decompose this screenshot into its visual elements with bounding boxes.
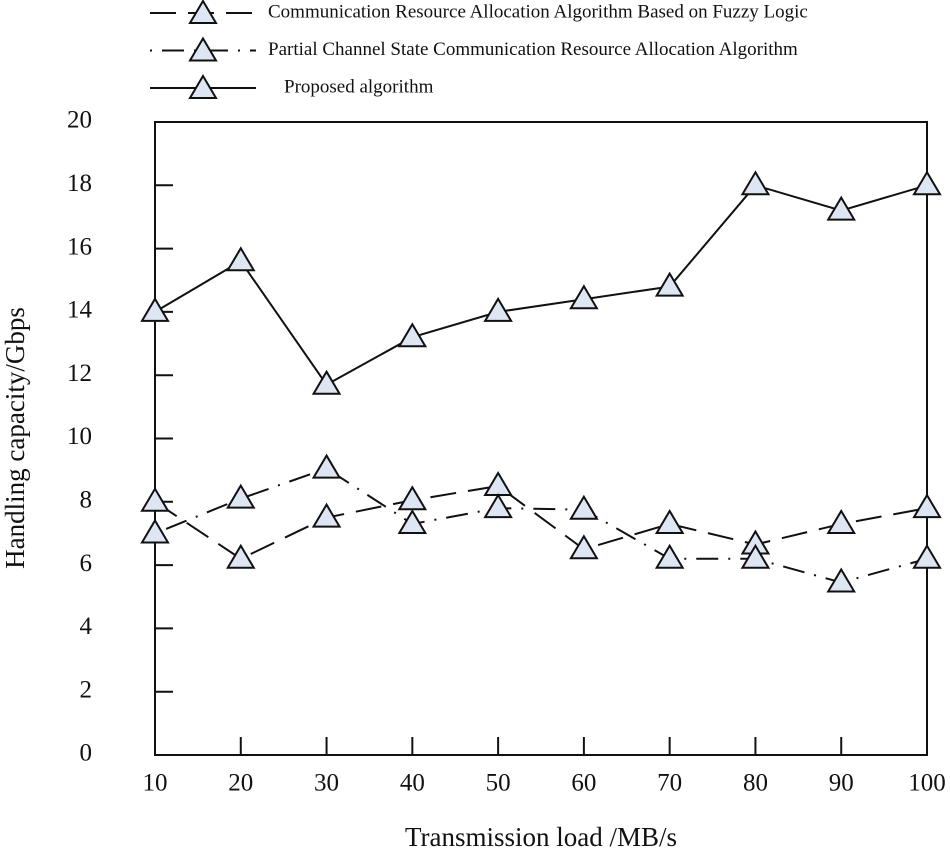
series-line xyxy=(154,184,928,387)
x-tick-label: 40 xyxy=(400,770,425,797)
legend-marker xyxy=(188,0,218,24)
x-tick-label: 100 xyxy=(908,770,946,797)
x-tick-label: 30 xyxy=(314,770,339,797)
marker xyxy=(311,369,342,395)
y-tick-label: 16 xyxy=(67,233,92,260)
marker xyxy=(826,567,856,593)
marker xyxy=(826,195,856,221)
marker xyxy=(483,296,513,322)
x-tick-label: 70 xyxy=(657,770,682,797)
marker xyxy=(397,322,428,348)
legend-marker xyxy=(188,74,218,99)
marker xyxy=(912,543,942,569)
y-tick-label: 2 xyxy=(80,676,93,703)
marker xyxy=(912,493,942,519)
marker xyxy=(912,170,942,196)
marker xyxy=(654,271,685,297)
y-tick-label: 12 xyxy=(67,360,92,387)
legend-label: Partial Channel State Communication Reso… xyxy=(268,39,798,60)
x-tick-label: 80 xyxy=(743,770,768,797)
y-tick-label: 14 xyxy=(67,297,93,324)
marker xyxy=(654,543,685,569)
y-tick-label: 20 xyxy=(67,107,92,134)
legend-label: Proposed algorithm xyxy=(284,76,434,97)
plot-frame xyxy=(154,121,928,756)
y-tick-label: 0 xyxy=(80,740,93,767)
marker xyxy=(483,471,513,496)
series-line xyxy=(154,467,928,584)
x-tick-label: 20 xyxy=(228,770,253,797)
marker xyxy=(140,486,170,512)
marker xyxy=(397,485,428,511)
marker xyxy=(483,493,513,519)
x-tick-label: 60 xyxy=(571,770,596,797)
marker xyxy=(654,508,685,534)
legend-marker xyxy=(188,36,218,62)
y-tick-label: 8 xyxy=(80,487,93,514)
y-tick-label: 18 xyxy=(67,170,92,197)
x-tick-label: 90 xyxy=(829,770,854,797)
y-axis-label: Handling capacity/Gbps xyxy=(0,307,30,569)
series-line xyxy=(154,484,928,560)
marker xyxy=(140,518,170,544)
legend-label: Communication Resource Allocation Algori… xyxy=(268,1,808,22)
x-tick-label: 10 xyxy=(143,770,168,797)
y-tick-label: 4 xyxy=(80,613,93,640)
y-tick-label: 6 xyxy=(80,550,93,577)
marker xyxy=(740,543,771,569)
y-tick-label: 10 xyxy=(67,423,92,450)
x-axis-label: Transmission load /MB/s xyxy=(405,822,677,852)
marker xyxy=(226,543,256,569)
marker xyxy=(311,453,342,479)
marker xyxy=(740,170,771,196)
marker xyxy=(397,508,428,534)
marker xyxy=(569,494,599,520)
marker xyxy=(826,508,856,534)
marker xyxy=(226,483,256,509)
marker xyxy=(569,534,599,560)
x-tick-label: 50 xyxy=(486,770,511,797)
marker xyxy=(140,296,170,322)
marker xyxy=(569,284,599,310)
marker xyxy=(311,502,342,528)
marker xyxy=(226,246,256,272)
